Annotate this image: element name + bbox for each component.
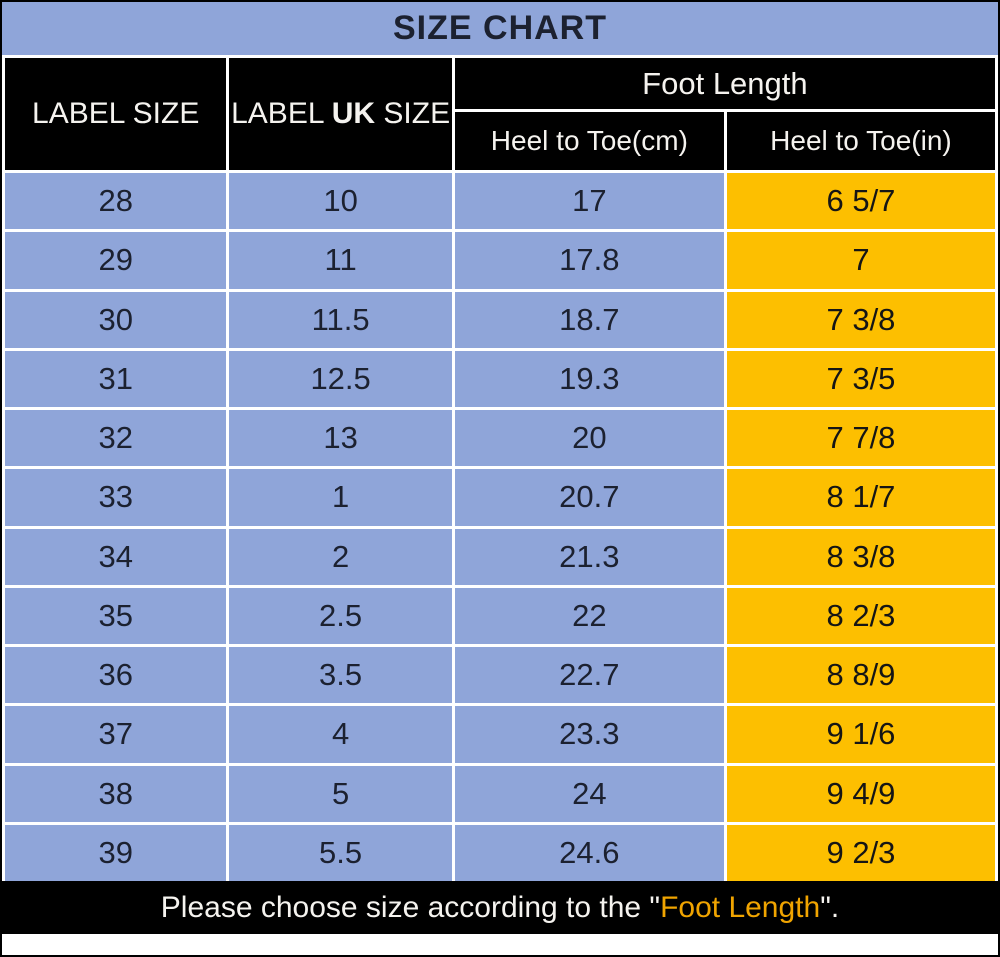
- label-size-cell: 37: [1, 703, 230, 766]
- label-uk-prefix: LABEL: [231, 97, 332, 130]
- label-size-cell: 29: [1, 229, 230, 292]
- heel-to-toe-cm-cell: 22: [451, 584, 727, 648]
- label-uk-suffix: SIZE: [375, 97, 451, 130]
- table-row: 34 2 21.3 8 3/8: [1, 525, 999, 588]
- label-size-cell: 30: [1, 288, 230, 351]
- heel-to-toe-in-cell: 8 2/3: [723, 584, 999, 648]
- size-table-header: LABEL SIZE LABEL UK SIZE Foot Length Hee…: [1, 54, 999, 173]
- heel-to-toe-in-cell: 8 8/9: [723, 643, 999, 707]
- label-size-cell: 31: [1, 347, 230, 411]
- uk-size-cell: 10: [226, 169, 455, 233]
- uk-size-cell: 13: [226, 406, 455, 470]
- heel-to-toe-cm-cell: 17: [451, 169, 727, 233]
- heel-to-toe-cm-cell: 19.3: [451, 347, 727, 411]
- heel-to-toe-in-cell: 7 3/5: [723, 347, 999, 411]
- heel-to-toe-in-cell: 7: [723, 229, 999, 292]
- label-size-cell: 38: [1, 762, 230, 825]
- uk-size-cell: 11.5: [226, 288, 455, 351]
- label-size-cell: 35: [1, 584, 230, 648]
- heel-to-toe-cm-cell: 20: [451, 406, 727, 470]
- header-row-top: LABEL SIZE LABEL UK SIZE Foot Length: [1, 54, 999, 173]
- table-row: 32 13 20 7 7/8: [1, 406, 999, 470]
- heel-to-toe-cm-cell: 22.7: [451, 643, 727, 707]
- uk-size-cell: 2: [226, 525, 455, 588]
- label-size-cell: 32: [1, 406, 230, 470]
- label-size-cell: 34: [1, 525, 230, 588]
- uk-size-cell: 1: [226, 466, 455, 529]
- page-title: SIZE CHART: [2, 2, 998, 55]
- label-size-cell: 28: [1, 169, 230, 233]
- uk-size-cell: 4: [226, 703, 455, 766]
- heel-to-toe-cm-cell: 18.7: [451, 288, 727, 351]
- label-size-cell: 36: [1, 643, 230, 707]
- heel-to-toe-in-cell: 8 3/8: [723, 525, 999, 588]
- column-header-label-uk-size: LABEL UK SIZE: [226, 55, 455, 173]
- column-header-heel-to-toe-cm: Heel to Toe(cm): [451, 109, 727, 173]
- uk-size-cell: 5: [226, 762, 455, 825]
- table-row: 37 4 23.3 9 1/6: [1, 703, 999, 766]
- uk-size-cell: 3.5: [226, 643, 455, 707]
- heel-to-toe-cm-cell: 20.7: [451, 466, 727, 529]
- heel-to-toe-cm-cell: 24.6: [451, 821, 727, 885]
- label-size-cell: 33: [1, 466, 230, 529]
- size-table: LABEL SIZE LABEL UK SIZE Foot Length Hee…: [1, 54, 999, 885]
- size-table-body: 28 10 17 6 5/7 29 11 17.8 7 30 11.5 18.7 7 3/8 31 12.…: [1, 169, 999, 885]
- table-row: 30 11.5 18.7 7 3/8: [1, 288, 999, 351]
- heel-to-toe-cm-cell: 24: [451, 762, 727, 825]
- uk-size-cell: 11: [226, 229, 455, 292]
- heel-to-toe-in-cell: 6 5/7: [723, 169, 999, 233]
- column-group-header-foot-length: Foot Length: [451, 54, 999, 113]
- heel-to-toe-cm-cell: 17.8: [451, 229, 727, 292]
- table-row: 31 12.5 19.3 7 3/5: [1, 347, 999, 411]
- table-row: 39 5.5 24.6 9 2/3: [1, 821, 999, 885]
- header-row-sub: Heel to Toe(cm) Heel to Toe(in): [4, 109, 999, 173]
- heel-to-toe-in-cell: 9 2/3: [723, 821, 999, 885]
- table-row: 35 2.5 22 8 2/3: [1, 584, 999, 648]
- column-header-heel-to-toe-in: Heel to Toe(in): [723, 109, 999, 173]
- table-row: 36 3.5 22.7 8 8/9: [1, 643, 999, 707]
- heel-to-toe-in-cell: 9 1/6: [723, 703, 999, 766]
- heel-to-toe-in-cell: 8 1/7: [723, 466, 999, 529]
- footer-note: Please choose size according to the " Foo…: [2, 881, 998, 934]
- heel-to-toe-cm-cell: 23.3: [451, 703, 727, 766]
- label-uk-bold: UK: [331, 97, 376, 130]
- table-row: 28 10 17 6 5/7: [1, 169, 999, 233]
- table-row: 33 1 20.7 8 1/7: [1, 466, 999, 529]
- uk-size-cell: 12.5: [226, 347, 455, 411]
- heel-to-toe-in-cell: 7 3/8: [723, 288, 999, 351]
- table-row: 29 11 17.8 7: [1, 229, 999, 292]
- footer-note-highlight: Foot Length: [660, 890, 821, 924]
- uk-size-cell: 5.5: [226, 821, 455, 885]
- table-row: 38 5 24 9 4/9: [1, 762, 999, 825]
- heel-to-toe-in-cell: 7 7/8: [723, 406, 999, 470]
- column-header-label-size: LABEL SIZE: [1, 55, 230, 173]
- heel-to-toe-cm-cell: 21.3: [451, 525, 727, 588]
- uk-size-cell: 2.5: [226, 584, 455, 648]
- footer-note-prefix: Please choose size according to the ": [160, 890, 661, 924]
- footer-note-suffix: ".: [820, 890, 840, 924]
- label-size-cell: 39: [1, 821, 230, 885]
- heel-to-toe-in-cell: 9 4/9: [723, 762, 999, 825]
